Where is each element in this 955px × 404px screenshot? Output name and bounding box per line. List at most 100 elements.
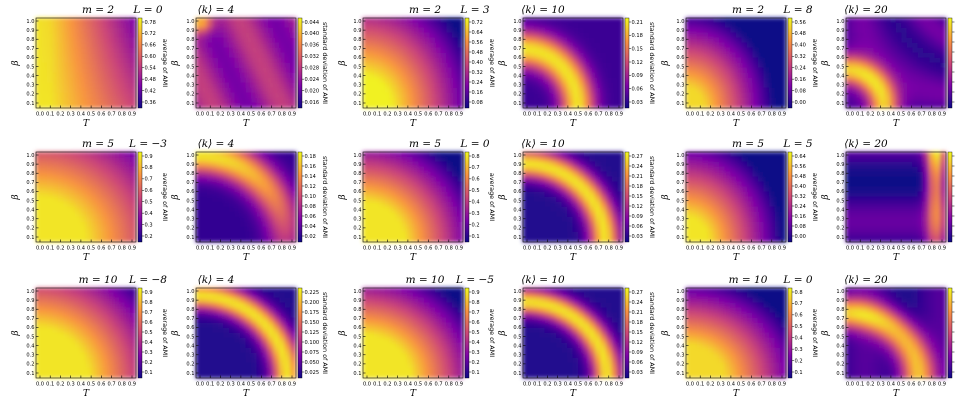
heatmap-cell [384, 176, 392, 183]
heatmap-cell [851, 226, 858, 233]
x-tick-label: 0.3 [227, 246, 235, 252]
heatmap-cell [212, 32, 219, 39]
y-axis-label: β [11, 60, 21, 66]
heatmap-cell [873, 171, 880, 178]
heatmap-cell [746, 22, 753, 29]
colorbar-tick-label: 0.7 [472, 165, 480, 171]
heatmap-cell [769, 186, 776, 193]
heatmap-cell [567, 216, 574, 223]
heatmap-cell [80, 52, 87, 59]
heatmap-cell [434, 52, 442, 59]
heatmap-cell [561, 231, 568, 238]
heatmap-cell [440, 57, 447, 64]
y-tick-label: 0.7 [186, 180, 194, 186]
heatmap-cell [550, 67, 557, 74]
heatmap-cell [923, 151, 930, 158]
heatmap-cell [407, 72, 414, 79]
heatmap-cell [890, 57, 897, 64]
heatmap-cell [240, 47, 247, 54]
heatmap-cell [212, 156, 219, 163]
heatmap-cell [550, 77, 557, 84]
heatmap-cell [457, 27, 464, 34]
heatmap-cell [373, 206, 380, 213]
heatmap-cell [589, 77, 596, 84]
heatmap-cell [245, 196, 252, 203]
heatmap-cell [119, 32, 126, 39]
heatmap-cell [606, 151, 613, 158]
y-tick-label: 1.0 [353, 153, 361, 159]
x-tick-label: 0.7 [595, 112, 603, 118]
heatmap-cell [273, 52, 280, 59]
plot-frame [362, 17, 464, 109]
heatmap-cell [757, 87, 765, 94]
heatmap-cell [594, 97, 602, 104]
heatmap-cell [845, 72, 852, 79]
heatmap-cell [124, 332, 131, 339]
heatmap-cell [606, 32, 613, 39]
colorbar-tick-label: 0.60 [145, 54, 156, 60]
heatmap-cell [429, 221, 436, 228]
heatmap-cell [85, 297, 92, 304]
heatmap-cell [906, 52, 913, 59]
heatmap-cell [379, 97, 386, 104]
heatmap-cell [373, 57, 380, 64]
x-tick-label: 0.3 [227, 112, 235, 118]
heatmap-cell [212, 77, 219, 84]
heatmap-cell [929, 236, 936, 243]
heatmap-cell [906, 67, 913, 74]
heatmap-cell [80, 196, 87, 203]
heatmap-cell [457, 87, 464, 94]
heatmap-cell [440, 166, 447, 173]
heatmap-cell [256, 236, 263, 243]
heatmap-cell [368, 221, 375, 228]
heatmap-cell [74, 156, 81, 163]
x-tick-label: 0.4 [887, 246, 895, 252]
heatmap-cell [362, 206, 369, 213]
heatmap-cell [85, 352, 92, 359]
heatmap-cell [757, 37, 765, 44]
heatmap-cell [412, 92, 419, 99]
heatmap-cell [851, 32, 858, 39]
heatmap-cell [879, 97, 886, 104]
heatmap-cell [41, 352, 48, 359]
heatmap-cell [279, 156, 286, 163]
heatmap-cell [600, 87, 607, 94]
heatmap-cell [451, 37, 458, 44]
heatmap-cell [528, 62, 535, 69]
heatmap-cell [746, 211, 753, 218]
heatmap-cell [757, 42, 765, 49]
heatmap-cell [589, 211, 596, 218]
heatmap-cell [917, 92, 925, 99]
heatmap-cell [46, 42, 53, 49]
y-tick-label: 0.5 [513, 198, 521, 204]
heatmap-cell [113, 52, 120, 59]
heatmap-cell [617, 206, 624, 213]
heatmap-cell [724, 221, 731, 228]
heatmap-cell [769, 226, 776, 233]
plot-frame [685, 17, 787, 109]
heatmap-cell [440, 226, 447, 233]
heatmap-cell [130, 211, 137, 218]
heatmap-cell [912, 236, 919, 243]
heatmap-cell [867, 151, 875, 158]
x-tick-label: 0.3 [717, 246, 725, 252]
heatmap-cell [195, 226, 202, 233]
heatmap-cell [606, 221, 613, 228]
heatmap-cell [589, 226, 596, 233]
heatmap-cell [396, 67, 403, 74]
heatmap-cell [362, 161, 369, 168]
heatmap-cell [119, 337, 126, 344]
heatmap-cell [856, 22, 863, 29]
heatmap-cell [730, 17, 737, 24]
heatmap-cell [862, 87, 869, 94]
heatmap-cell [884, 186, 891, 193]
heatmap-cell [589, 191, 596, 198]
heatmap-cell [418, 211, 425, 218]
heatmap-cell [912, 171, 919, 178]
heatmap-cell [685, 166, 692, 173]
y-tick-label: 0.5 [186, 64, 194, 70]
x-tick-label: 0.7 [595, 246, 603, 252]
x-tick-label: 0.1 [856, 246, 864, 252]
heatmap-cell [741, 236, 748, 243]
heatmap-cell [457, 17, 464, 24]
